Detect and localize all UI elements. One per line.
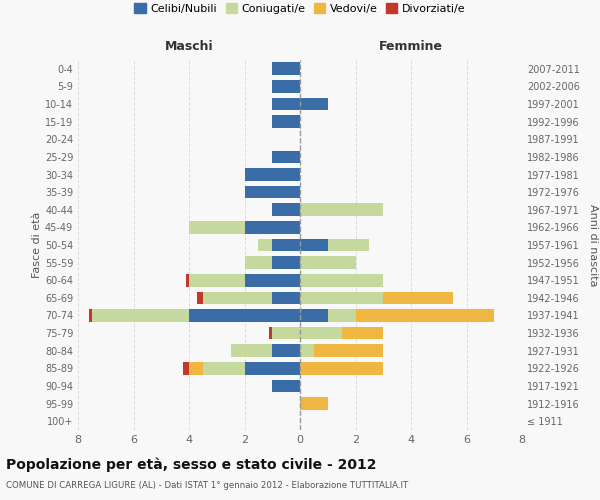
Bar <box>259 238 272 252</box>
Bar <box>92 309 189 322</box>
Bar <box>314 344 383 357</box>
Bar <box>197 292 203 304</box>
Bar <box>300 327 341 340</box>
Text: Popolazione per età, sesso e stato civile - 2012: Popolazione per età, sesso e stato civil… <box>6 458 377 472</box>
Bar <box>245 274 300 286</box>
Bar <box>189 221 245 234</box>
Bar <box>186 274 189 286</box>
Bar <box>300 344 314 357</box>
Bar <box>189 362 203 374</box>
Bar <box>245 168 300 181</box>
Bar <box>89 309 92 322</box>
Bar <box>272 380 300 392</box>
Bar <box>383 292 452 304</box>
Bar <box>189 274 245 286</box>
Bar <box>245 186 300 198</box>
Bar <box>300 309 328 322</box>
Bar <box>272 344 300 357</box>
Bar <box>245 221 300 234</box>
Bar <box>272 238 300 252</box>
Bar <box>272 204 300 216</box>
Bar <box>269 327 272 340</box>
Bar <box>272 327 300 340</box>
Bar <box>300 98 328 110</box>
Bar <box>245 256 272 269</box>
Text: Maschi: Maschi <box>164 40 214 52</box>
Bar <box>300 256 355 269</box>
Y-axis label: Anni di nascita: Anni di nascita <box>588 204 598 286</box>
Y-axis label: Fasce di età: Fasce di età <box>32 212 42 278</box>
Bar <box>300 362 383 374</box>
Bar <box>328 309 355 322</box>
Bar <box>300 204 383 216</box>
Bar <box>300 274 383 286</box>
Bar <box>272 62 300 75</box>
Text: COMUNE DI CARREGA LIGURE (AL) - Dati ISTAT 1° gennaio 2012 - Elaborazione TUTTIT: COMUNE DI CARREGA LIGURE (AL) - Dati IST… <box>6 481 408 490</box>
Bar <box>203 362 245 374</box>
Bar <box>189 309 300 322</box>
Bar <box>245 362 300 374</box>
Bar <box>203 292 272 304</box>
Legend: Celibi/Nubili, Coniugati/e, Vedovi/e, Divorziati/e: Celibi/Nubili, Coniugati/e, Vedovi/e, Di… <box>130 0 470 18</box>
Bar <box>328 238 370 252</box>
Bar <box>272 116 300 128</box>
Bar <box>184 362 189 374</box>
Bar <box>300 292 383 304</box>
Bar <box>355 309 494 322</box>
Bar <box>272 80 300 93</box>
Bar <box>272 98 300 110</box>
Bar <box>300 238 328 252</box>
Bar <box>272 292 300 304</box>
Bar <box>341 327 383 340</box>
Bar <box>272 256 300 269</box>
Bar <box>300 397 328 410</box>
Text: Femmine: Femmine <box>379 40 443 52</box>
Bar <box>230 344 272 357</box>
Bar <box>272 150 300 163</box>
